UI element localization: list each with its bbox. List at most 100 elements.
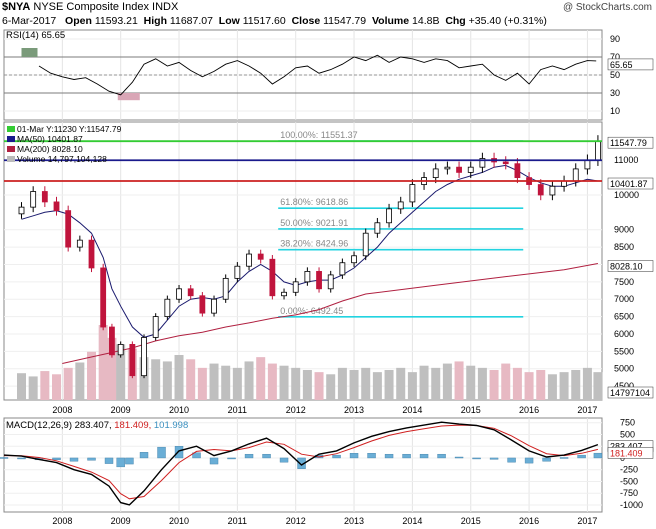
candle-body	[549, 185, 556, 196]
macd-xtick-label: 2010	[169, 516, 189, 526]
candle-body	[176, 288, 182, 300]
volume-bar	[547, 374, 557, 400]
quote-date: 6-Mar-2017	[2, 15, 57, 27]
price-tick-label: 9000	[614, 225, 634, 235]
price-xtick-label: 2010	[169, 405, 189, 415]
macd-histogram-bar	[593, 452, 603, 459]
price-tick-label: 10000	[614, 190, 639, 200]
volume-bar	[291, 367, 301, 400]
macd-histogram-bar	[174, 446, 184, 459]
macd-histogram-bar	[0, 457, 9, 459]
volume-bar	[75, 362, 85, 400]
volume-bar	[209, 363, 219, 400]
macd-title-part: MACD(12,26,9)	[6, 420, 72, 431]
candle-body	[246, 253, 252, 267]
volume-bar	[407, 372, 417, 400]
candle-body	[456, 166, 462, 173]
macd-tick-label: 750	[620, 418, 635, 428]
volume-bar	[302, 370, 312, 400]
price-tick-label: 4500	[614, 381, 634, 391]
rsi-value-label: 65.65	[610, 60, 633, 70]
macd-title-part: 181.409,	[112, 420, 152, 431]
macd-histogram-bar	[507, 457, 516, 463]
macd-histogram-bar	[125, 457, 134, 465]
legend-entry: MA(200) 8028.10	[17, 144, 83, 154]
volume-bar	[221, 365, 231, 400]
volume-bar	[139, 357, 149, 400]
watermark: @ StockCharts.com	[562, 2, 652, 13]
volume-bar	[314, 372, 324, 400]
volume-bar	[431, 367, 441, 400]
candle-body	[397, 201, 404, 210]
rsi-tick-label: 30	[610, 88, 620, 98]
macd-histogram-bar	[454, 456, 464, 459]
macd-histogram-bar	[577, 454, 586, 459]
high-value: 11687.07	[169, 15, 213, 27]
macd-title-part: 101.998	[151, 420, 188, 431]
last-close-label-box	[607, 136, 654, 149]
volume-bar	[244, 361, 254, 400]
volume-bar	[361, 367, 371, 400]
macd-histogram-bar	[437, 453, 446, 459]
macd-histogram-bar	[524, 457, 534, 464]
candle-body	[129, 343, 136, 377]
macd-title: MACD(12,26,9) 283.407, 181.409, 101.998	[6, 420, 188, 431]
close-value: 11547.79	[323, 15, 367, 27]
volume-bar	[63, 367, 73, 400]
candle-body	[152, 316, 159, 338]
macd-histogram-bar	[116, 457, 125, 468]
change-value: +35.40 (+0.31%)	[468, 15, 547, 27]
candle-body	[595, 140, 601, 161]
volume-bar	[174, 355, 184, 400]
candle-body	[292, 281, 299, 293]
price-tick-label: 6000	[614, 329, 634, 339]
macd-xtick-label: 2017	[577, 516, 597, 526]
price-xtick-label: 2008	[52, 405, 72, 415]
legend-entry: MA(50) 10401.87	[17, 134, 83, 144]
candle-body	[199, 295, 206, 314]
legend-swatch	[7, 126, 15, 132]
ma50-value-label: 10401.87	[610, 179, 648, 189]
volume-bar	[40, 371, 50, 400]
macd-histogram-bar	[104, 457, 114, 464]
macd-histogram-bar	[332, 454, 341, 459]
macd-histogram-bar	[227, 457, 236, 460]
price-xtick-label: 2017	[577, 405, 597, 415]
macd-histogram-bar	[489, 457, 499, 460]
fib-label: 61.80%: 9618.86	[280, 197, 348, 207]
last-close-label: 11547.79	[610, 138, 647, 148]
price-xtick-label: 2013	[344, 405, 364, 415]
rsi-overbought-shade	[21, 48, 38, 57]
macd-histogram-bar	[157, 446, 166, 459]
macd-xtick-label: 2008	[52, 516, 72, 526]
macd-histogram-bar	[349, 453, 359, 459]
candle-body	[53, 201, 60, 212]
candle-body	[88, 239, 95, 269]
macd-histogram-bar	[69, 457, 79, 462]
volume-bar	[256, 357, 266, 400]
macd-histogram-bar	[419, 453, 429, 459]
volume-bar	[349, 370, 359, 400]
candle-body	[339, 262, 346, 276]
volume-value: 14.8B	[412, 15, 440, 27]
volume-bar	[186, 359, 196, 400]
candle-body	[444, 166, 451, 170]
candle-body	[76, 239, 83, 248]
macd-tick-label: -500	[620, 476, 638, 486]
price-xtick-label: 2016	[519, 405, 539, 415]
ma200-line	[62, 263, 598, 364]
macd-histogram-bar	[384, 453, 394, 459]
volume-bar	[582, 367, 592, 400]
volume-value-label: 14797104	[610, 388, 650, 398]
legend-entry: Volume 14,797,104,128	[17, 154, 107, 164]
macd-histogram-bar	[472, 457, 481, 460]
price-tick-label: 5500	[614, 346, 634, 356]
fib-label: 50.00%: 9021.91	[280, 218, 348, 228]
candle-body	[65, 210, 72, 248]
candle-body	[351, 255, 357, 264]
symbol-title: $NYA NYSE Composite Index INDX	[2, 1, 178, 13]
candle-body	[164, 298, 171, 318]
macd-histogram-bar	[209, 457, 219, 465]
price-xtick-label: 2012	[286, 405, 306, 415]
